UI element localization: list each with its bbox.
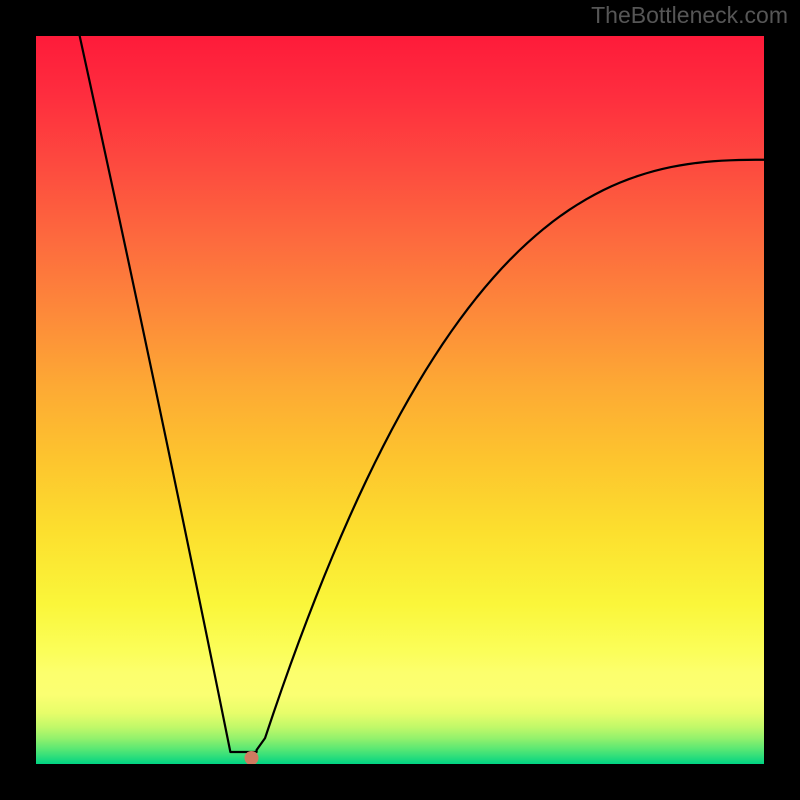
chart-frame: TheBottleneck.com [0,0,800,800]
chart-background [36,36,764,764]
bottleneck-chart [36,36,764,764]
watermark-text: TheBottleneck.com [591,2,788,29]
